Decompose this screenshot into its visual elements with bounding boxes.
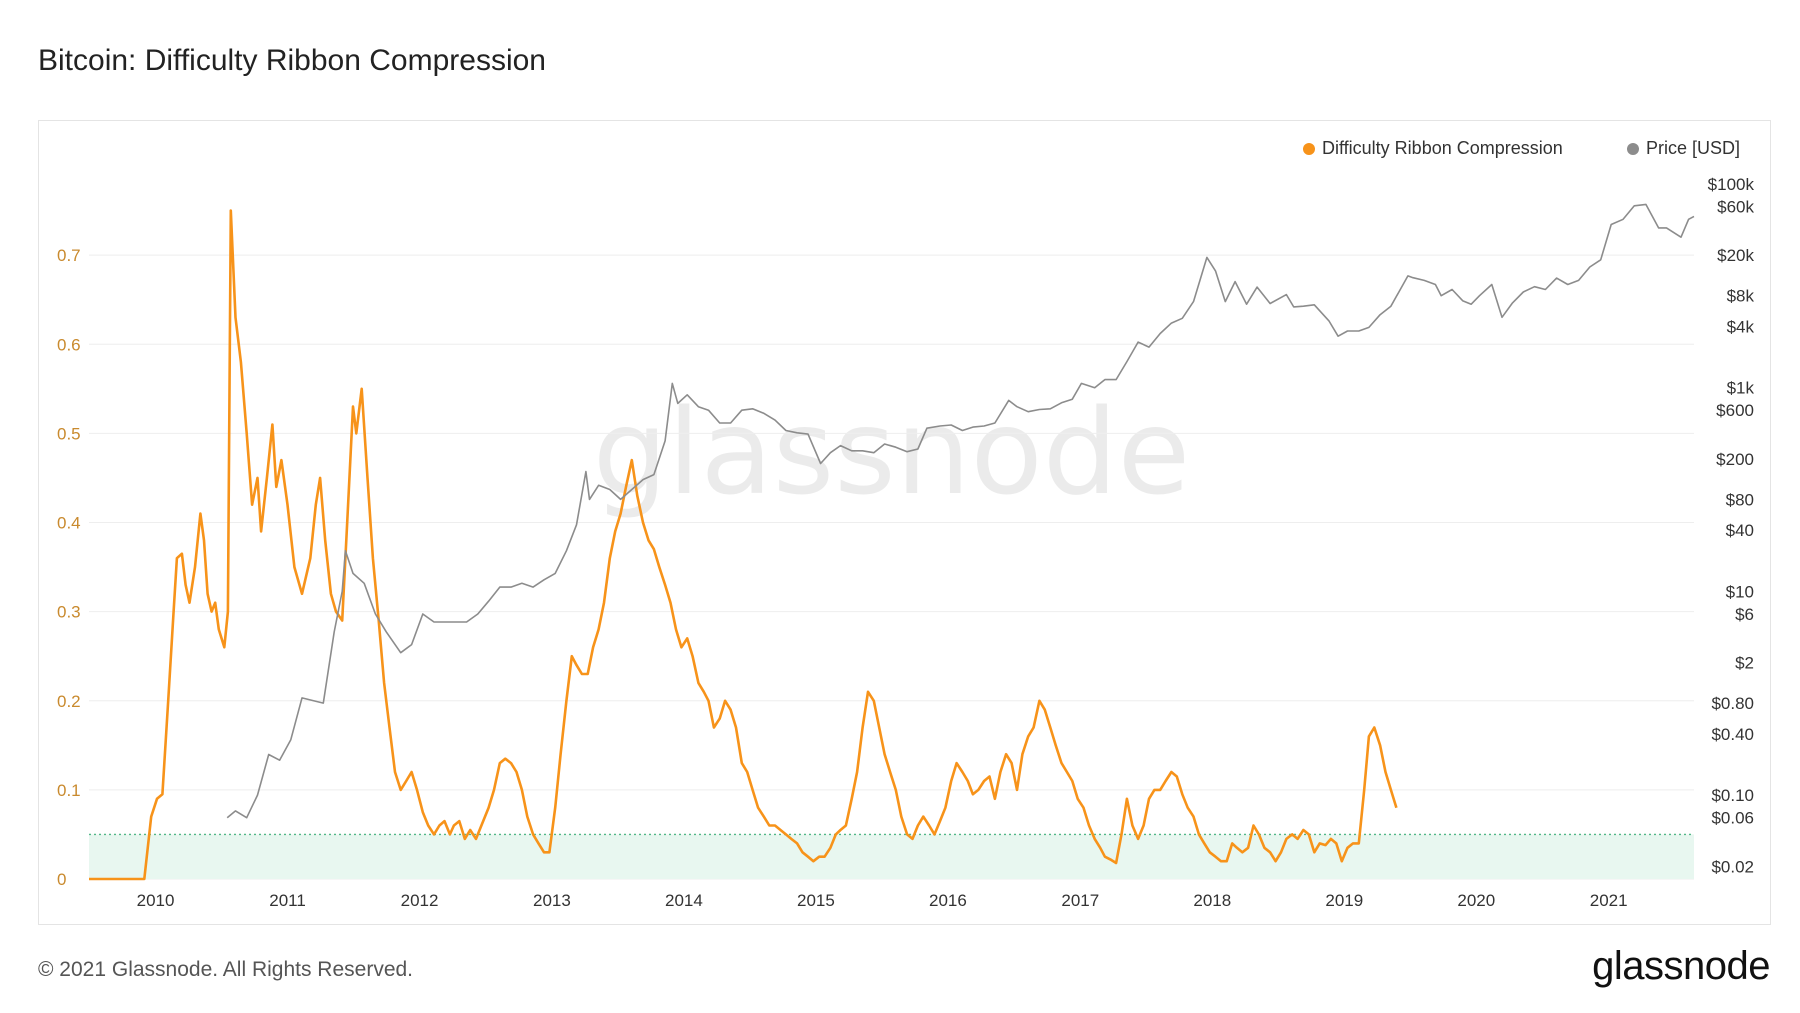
right-tick-label-0: $100k (1708, 175, 1755, 194)
right-tick-label-11: $6 (1735, 605, 1754, 624)
watermark-text: glassnode (593, 383, 1190, 521)
x-tick-label-4: 2014 (665, 891, 703, 910)
chart-panel: glassnode 0 0.1 0.2 0.3 0.4 0.5 0.6 0.7 $100k $60k… (38, 120, 1771, 925)
left-tick-label-6: 0.6 (57, 335, 81, 354)
legend-label-drc: Difficulty Ribbon Compression (1322, 138, 1563, 158)
right-tick-label-4: $4k (1727, 317, 1755, 336)
x-tick-label-2: 2012 (401, 891, 439, 910)
x-tick-label-1: 2011 (269, 891, 306, 910)
right-tick-label-7: $200 (1716, 450, 1754, 469)
copyright-text: © 2021 Glassnode. All Rights Reserved. (38, 958, 414, 981)
left-tick-label-5: 0.5 (57, 424, 81, 443)
x-tick-label-7: 2017 (1061, 891, 1099, 910)
x-tick-label-3: 2013 (533, 891, 571, 910)
x-tick-label-10: 2020 (1457, 891, 1495, 910)
left-tick-label-4: 0.4 (57, 514, 81, 533)
x-tick-label-0: 2010 (137, 891, 175, 910)
legend-item-drc[interactable]: Difficulty Ribbon Compression (1303, 138, 1563, 159)
right-tick-label-17: $0.02 (1711, 857, 1754, 876)
x-tick-label-11: 2021 (1590, 891, 1628, 910)
right-tick-label-5: $1k (1727, 379, 1755, 398)
left-tick-label-3: 0.3 (57, 603, 81, 622)
x-tick-label-8: 2018 (1193, 891, 1231, 910)
left-tick-label-2: 0.2 (57, 692, 81, 711)
legend-item-price[interactable]: Price [USD] (1627, 138, 1740, 159)
threshold-band (89, 834, 1694, 879)
right-tick-label-8: $80 (1726, 490, 1754, 509)
series-line-price (226, 203, 1695, 819)
price-legend-dot-icon (1627, 142, 1639, 155)
right-tick-label-3: $8k (1727, 287, 1755, 306)
right-tick-label-1: $60k (1717, 198, 1754, 217)
right-tick-label-10: $10 (1726, 582, 1754, 601)
x-tick-label-5: 2015 (797, 891, 835, 910)
series-line-drc (89, 209, 1398, 881)
right-tick-label-15: $0.10 (1711, 786, 1754, 805)
left-tick-label-1: 0.1 (57, 781, 81, 800)
right-tick-label-9: $40 (1726, 521, 1754, 540)
page-title: Bitcoin: Difficulty Ribbon Compression (38, 44, 546, 77)
legend-label-price: Price [USD] (1646, 138, 1741, 158)
right-tick-label-12: $2 (1735, 654, 1754, 673)
right-tick-label-2: $20k (1717, 246, 1754, 265)
chart-canvas: glassnode 0 0.1 0.2 0.3 0.4 0.5 0.6 0.7 $100k $60k… (57, 175, 1755, 910)
left-tick-label-0: 0 (57, 870, 66, 889)
right-tick-label-6: $600 (1716, 401, 1754, 420)
x-tick-label-6: 2016 (929, 891, 967, 910)
glassnode-logo: glassnode (1592, 944, 1770, 988)
x-tick-label-9: 2019 (1325, 891, 1363, 910)
left-tick-label-7: 0.7 (57, 246, 81, 265)
right-tick-label-16: $0.06 (1711, 809, 1754, 828)
drc-legend-dot-icon (1303, 142, 1315, 155)
right-tick-label-13: $0.80 (1711, 694, 1754, 713)
right-tick-label-14: $0.40 (1711, 725, 1754, 744)
